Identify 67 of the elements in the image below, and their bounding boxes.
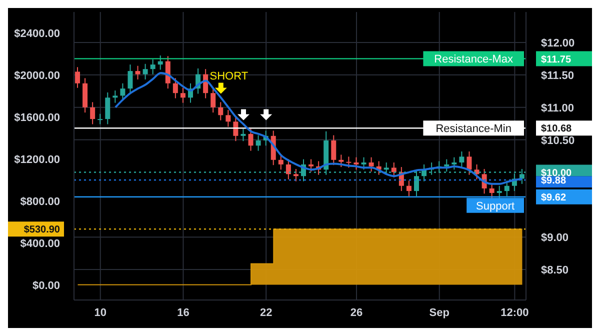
y-tick-label: $0.00	[32, 280, 60, 292]
candlestick	[218, 102, 224, 121]
candlestick	[444, 158, 450, 172]
candlestick	[466, 150, 472, 176]
y-tick-label: $1200.00	[14, 154, 60, 166]
y-tick-label: $2000.00	[14, 70, 60, 82]
y-tick-label: $400.00	[20, 238, 60, 250]
annotation: SHORT	[210, 70, 248, 83]
candlestick	[368, 156, 374, 172]
candlestick	[98, 113, 103, 125]
candlestick	[256, 134, 261, 152]
y2-tick-label: $9.88	[541, 176, 566, 187]
y-tick-label: $2400.00	[14, 28, 60, 40]
candlestick	[406, 180, 412, 197]
x-tick-label: 10	[94, 306, 106, 319]
candlestick	[105, 92, 110, 125]
y2-tick-label: $10.50	[541, 134, 575, 147]
x-tick-label: Sep	[429, 306, 450, 319]
y2-tick-label: $12.00	[541, 37, 575, 50]
ref-line-label: Support	[476, 200, 515, 212]
candlestick	[489, 182, 494, 199]
candlestick	[346, 156, 352, 168]
candlestick	[496, 185, 502, 199]
y-tick-label: $1600.00	[14, 112, 60, 124]
candlestick	[240, 128, 246, 142]
candlestick	[354, 156, 359, 170]
candlestick	[150, 58, 156, 75]
candlestick	[504, 180, 510, 197]
y2-tick-label: $8.50	[541, 264, 569, 277]
candlestick	[210, 87, 216, 114]
candlestick	[226, 109, 231, 128]
y-tick-label: $530.90	[24, 224, 60, 236]
candlestick	[172, 78, 178, 99]
candlestick	[278, 154, 284, 170]
x-tick-label: 22	[260, 306, 272, 319]
candlestick	[459, 150, 464, 168]
candlestick	[361, 156, 366, 170]
candlestick	[338, 154, 344, 168]
y2-tick-label: $11.75	[541, 54, 572, 66]
candlestick	[180, 87, 186, 104]
y2-tick-label: $9.62	[541, 192, 566, 204]
y2-tick-label: $11.00	[541, 102, 574, 114]
candlestick	[75, 66, 80, 88]
candlestick	[286, 158, 291, 180]
y2-tick-label: $10.68	[541, 124, 572, 135]
candlestick	[158, 54, 163, 70]
candlestick	[112, 90, 118, 104]
candlestick	[293, 168, 298, 182]
candlestick	[128, 64, 133, 94]
candlestick	[391, 162, 396, 178]
ref-line-label: Resistance-Min	[436, 123, 512, 136]
candlestick	[308, 158, 314, 172]
x-tick-label: 26	[350, 306, 363, 319]
candlestick	[120, 82, 126, 102]
x-tick-label: 16	[177, 306, 190, 319]
candlestick	[90, 102, 96, 125]
candlestick	[248, 128, 254, 152]
y-tick-label: $800.00	[20, 196, 60, 208]
y2-tick-label: $9.00	[541, 232, 569, 244]
candlestick	[82, 78, 88, 114]
candlestick	[142, 63, 148, 80]
x-tick-label: 12:00	[500, 306, 529, 319]
ref-line-label: Resistance-Max	[434, 54, 514, 66]
candlestick	[331, 134, 336, 166]
y2-tick-label: $11.50	[541, 70, 574, 82]
candlestick	[452, 156, 457, 170]
candlestick	[135, 65, 140, 80]
